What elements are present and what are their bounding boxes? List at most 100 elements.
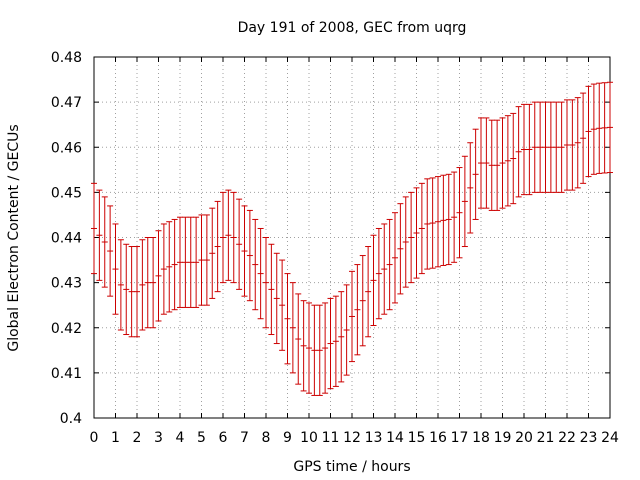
error-bar-point bbox=[413, 187, 420, 279]
error-bar-point bbox=[193, 216, 200, 308]
y-tick-label: 0.44 bbox=[51, 231, 82, 247]
error-bar-point bbox=[585, 85, 592, 178]
error-bar-point bbox=[408, 191, 415, 284]
x-tick-label: 10 bbox=[300, 430, 318, 446]
error-bar-point bbox=[289, 282, 296, 374]
error-bar-point bbox=[365, 246, 372, 338]
x-tick-label: 11 bbox=[322, 430, 340, 446]
error-bar-point bbox=[123, 243, 130, 336]
error-bar-point bbox=[295, 293, 302, 385]
x-tick-label: 0 bbox=[90, 430, 99, 446]
error-bar-point bbox=[257, 227, 264, 320]
y-tick-label: 0.48 bbox=[51, 50, 82, 66]
error-bar-point bbox=[456, 167, 463, 259]
error-bar-point bbox=[273, 252, 280, 345]
error-bar-point bbox=[182, 216, 189, 308]
axis-ticks: 0 1 2 3 4 5 6 7 8 9 10 11 12 13 14 15 16 17 18 19 20 21 22 23 24… bbox=[51, 50, 619, 446]
error-bar-point bbox=[418, 182, 425, 275]
error-bar-point bbox=[504, 115, 511, 207]
error-bar-point bbox=[134, 246, 140, 338]
y-tick-label: 0.45 bbox=[51, 185, 82, 201]
x-tick-label: 3 bbox=[154, 430, 163, 446]
error-bar-point bbox=[117, 239, 124, 331]
error-bar-point bbox=[343, 284, 350, 376]
error-bar-point bbox=[96, 189, 103, 281]
error-bar-point bbox=[537, 101, 544, 193]
error-bar-point bbox=[241, 205, 248, 297]
error-bar-point bbox=[402, 196, 409, 288]
error-bar-point bbox=[311, 304, 318, 396]
x-tick-label: 1 bbox=[111, 430, 120, 446]
error-bar-point bbox=[386, 218, 393, 311]
error-bar-point bbox=[359, 255, 366, 347]
y-tick-label: 0.42 bbox=[51, 321, 82, 337]
error-bar-point bbox=[268, 243, 275, 336]
x-tick-label: 20 bbox=[515, 430, 533, 446]
error-bar-point bbox=[332, 295, 339, 387]
error-bar-point bbox=[596, 82, 603, 174]
error-bar-point bbox=[160, 223, 167, 315]
error-bar-point bbox=[607, 81, 613, 174]
x-tick-label: 6 bbox=[219, 430, 228, 446]
error-bar-point bbox=[461, 155, 468, 248]
error-bar-point bbox=[338, 291, 345, 383]
x-tick-label: 13 bbox=[365, 430, 383, 446]
x-tick-label: 19 bbox=[494, 430, 512, 446]
x-axis-label: GPS time / hours bbox=[293, 459, 410, 475]
error-bar-point bbox=[590, 83, 597, 175]
error-bar-point bbox=[128, 246, 135, 338]
x-tick-label: 15 bbox=[408, 430, 426, 446]
x-tick-label: 17 bbox=[451, 430, 469, 446]
x-tick-label: 16 bbox=[429, 430, 447, 446]
x-tick-label: 22 bbox=[558, 430, 576, 446]
x-tick-label: 18 bbox=[472, 430, 490, 446]
error-bar-point bbox=[236, 198, 243, 290]
error-bar-point bbox=[580, 92, 587, 184]
error-bar-point bbox=[542, 101, 549, 193]
error-bar-point bbox=[225, 189, 232, 281]
x-tick-label: 23 bbox=[580, 430, 598, 446]
error-bar-point bbox=[478, 117, 484, 209]
error-bar-point bbox=[521, 103, 527, 196]
error-bar-point bbox=[220, 191, 226, 284]
error-bar-point bbox=[429, 177, 436, 269]
error-bar-point bbox=[214, 200, 221, 293]
error-bar-point bbox=[553, 101, 560, 193]
error-bar-point bbox=[397, 203, 404, 295]
error-bar-point bbox=[531, 101, 538, 193]
x-tick-label: 24 bbox=[601, 430, 619, 446]
x-tick-label: 4 bbox=[176, 430, 185, 446]
error-bar-point bbox=[494, 119, 501, 211]
error-bar-point bbox=[375, 227, 382, 320]
error-bar-point bbox=[112, 223, 119, 315]
error-bar-point bbox=[144, 237, 151, 329]
error-bar-point bbox=[515, 106, 522, 198]
error-bar-point bbox=[91, 182, 97, 275]
y-tick-label: 0.46 bbox=[51, 140, 82, 156]
x-tick-label: 8 bbox=[262, 430, 271, 446]
error-bar-point bbox=[472, 128, 479, 220]
error-bar-point bbox=[547, 101, 554, 193]
error-bar-point bbox=[510, 112, 517, 205]
error-bar-point bbox=[392, 212, 398, 304]
error-bar-point bbox=[209, 207, 216, 299]
error-bar-point bbox=[246, 209, 253, 302]
error-bar-point bbox=[139, 239, 146, 331]
error-bar-point bbox=[574, 97, 581, 189]
error-bar-point bbox=[381, 223, 388, 315]
error-bar-point bbox=[451, 171, 458, 263]
x-tick-label: 12 bbox=[343, 430, 361, 446]
grid-lines bbox=[94, 57, 610, 418]
error-bar-point bbox=[354, 264, 361, 356]
error-bar-point bbox=[564, 99, 570, 191]
error-bar-point bbox=[601, 82, 608, 174]
y-tick-label: 0.4 bbox=[60, 411, 82, 427]
x-tick-label: 2 bbox=[133, 430, 142, 446]
error-bar-point bbox=[230, 191, 237, 284]
x-tick-label: 21 bbox=[537, 430, 555, 446]
error-bar-point bbox=[316, 304, 323, 396]
error-bar-point bbox=[187, 216, 194, 308]
error-bar-point bbox=[198, 214, 205, 306]
error-bar-point bbox=[279, 259, 286, 351]
